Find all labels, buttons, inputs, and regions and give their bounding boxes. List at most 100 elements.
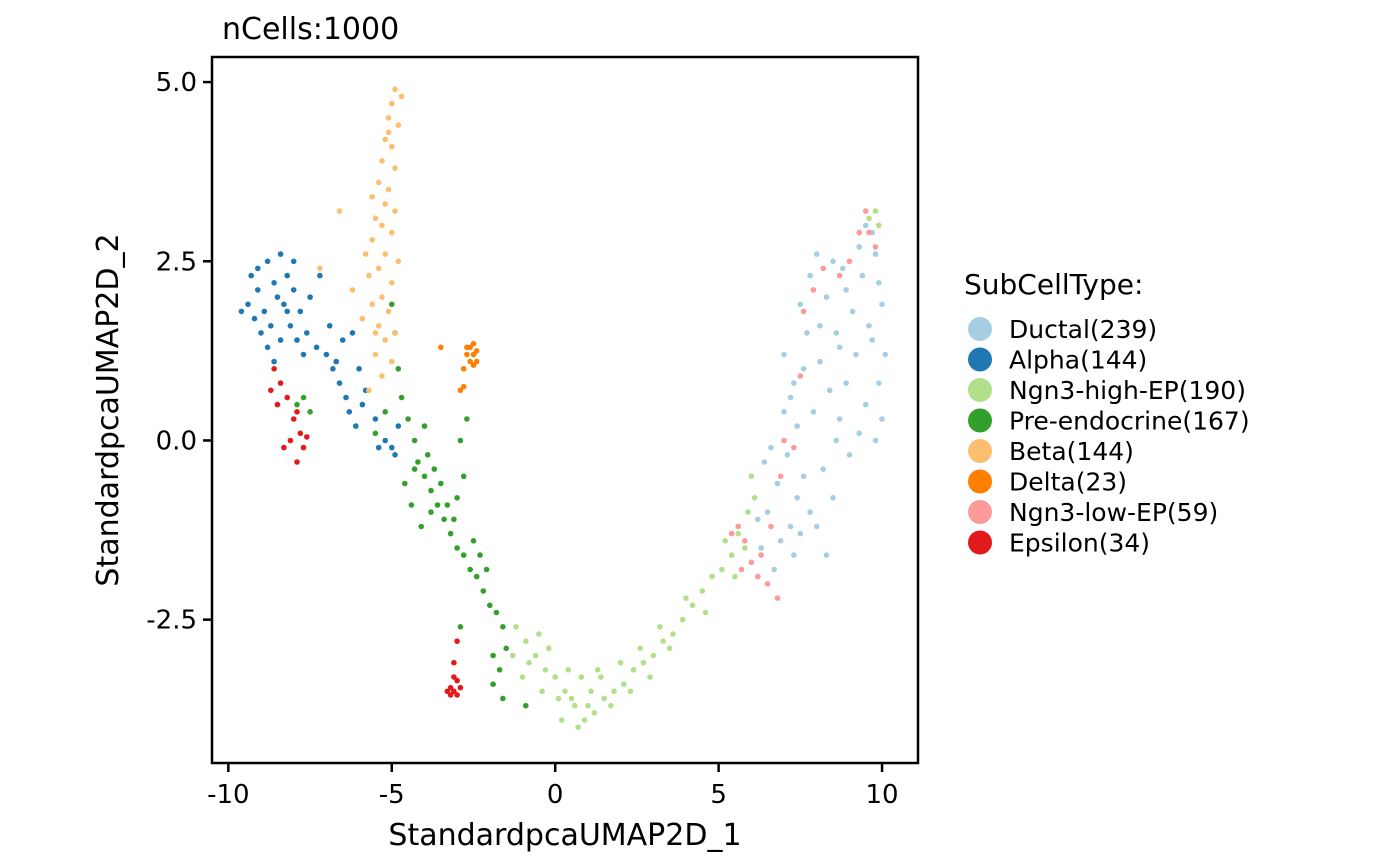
point-4-1	[389, 100, 395, 107]
point-2-56	[594, 667, 601, 673]
point-2-57	[536, 631, 542, 637]
point-4-26	[379, 373, 385, 379]
point-0-7	[862, 401, 869, 408]
point-2-0	[513, 624, 519, 630]
point-0-55	[787, 394, 794, 401]
point-0-45	[833, 437, 840, 444]
point-2-37	[647, 674, 653, 680]
point-5-5	[470, 362, 477, 369]
x-tick-label-1: -5	[379, 780, 405, 810]
legend-swatch-3	[968, 408, 992, 433]
point-2-53	[872, 208, 879, 214]
legend-swatch-2	[968, 378, 992, 402]
point-2-42	[565, 667, 572, 673]
point-3-2	[395, 366, 402, 372]
point-0-5	[882, 351, 889, 358]
point-2-44	[585, 702, 591, 709]
legend-swatch-4	[968, 439, 992, 463]
point-2-16	[670, 631, 676, 637]
point-3-13	[460, 552, 467, 558]
point-0-47	[849, 308, 856, 315]
point-3-48	[457, 624, 464, 630]
point-4-4	[382, 136, 389, 143]
point-4-19	[379, 294, 385, 300]
point-2-46	[509, 652, 516, 659]
point-4-28	[336, 208, 343, 214]
point-1-13	[297, 308, 304, 315]
point-2-13	[640, 659, 647, 666]
point-7-12	[451, 688, 457, 695]
point-0-51	[862, 222, 869, 229]
legend-label-2: Ngn3-high-EP(190)	[1009, 376, 1246, 405]
point-6-4	[820, 265, 826, 272]
point-3-11	[447, 530, 454, 537]
point-7-9	[294, 409, 300, 415]
point-3-35	[457, 437, 464, 444]
x-tick-label-0: -10	[207, 780, 249, 810]
point-0-54	[800, 366, 807, 372]
point-4-21	[385, 308, 392, 315]
point-1-25	[343, 394, 349, 401]
point-3-40	[477, 552, 483, 558]
point-3-10	[441, 516, 447, 523]
point-1-33	[372, 416, 379, 422]
point-1-15	[258, 330, 264, 336]
point-0-13	[853, 351, 859, 358]
point-0-25	[781, 351, 787, 358]
point-6-5	[810, 287, 817, 293]
point-2-9	[601, 695, 607, 702]
point-2-38	[657, 624, 663, 630]
legend-label-5: Delta(23)	[1009, 468, 1127, 497]
point-6-17	[755, 573, 761, 580]
point-4-37	[362, 251, 369, 257]
x-axis: -10 -5 0 5 10	[207, 763, 899, 810]
point-6-1	[856, 229, 862, 236]
point-4-24	[372, 351, 379, 358]
point-2-33	[608, 702, 614, 709]
point-2-11	[621, 681, 627, 687]
point-2-34	[617, 659, 624, 666]
point-0-58	[872, 437, 879, 444]
point-5-2	[467, 358, 474, 365]
point-3-24	[523, 702, 529, 709]
point-0-12	[843, 380, 849, 386]
point-3-22	[490, 681, 496, 687]
points-layer	[238, 86, 889, 730]
point-3-21	[496, 667, 503, 673]
point-1-40	[317, 272, 323, 279]
point-4-30	[349, 287, 356, 293]
point-0-37	[813, 523, 820, 530]
point-6-9	[791, 444, 797, 451]
point-2-28	[558, 717, 565, 723]
point-3-30	[424, 452, 431, 458]
point-2-25	[751, 495, 758, 501]
point-0-56	[755, 516, 761, 523]
point-3-46	[300, 394, 307, 401]
point-1-12	[290, 287, 297, 293]
y-tick-label-1: 0.0	[156, 426, 197, 456]
point-3-43	[421, 423, 428, 429]
point-2-22	[728, 552, 735, 558]
point-6-20	[781, 437, 787, 444]
point-0-42	[764, 509, 771, 515]
point-3-5	[411, 437, 418, 444]
point-5-11	[460, 383, 467, 390]
point-2-40	[545, 645, 552, 652]
point-0-18	[807, 272, 813, 279]
point-1-46	[359, 401, 366, 408]
point-0-15	[823, 294, 830, 300]
point-2-32	[598, 674, 604, 680]
x-axis-title: StandardpcaUMAP2D_1	[388, 818, 741, 853]
point-1-39	[238, 308, 245, 315]
point-3-7	[421, 473, 428, 480]
point-7-2	[284, 394, 291, 401]
y-tick-label-2: 2.5	[156, 247, 197, 277]
point-3-39	[470, 538, 477, 544]
legend-swatch-1	[968, 347, 992, 372]
point-3-27	[402, 480, 408, 487]
point-0-27	[784, 452, 791, 458]
point-2-3	[542, 667, 549, 673]
point-1-45	[326, 323, 333, 329]
point-5-7	[473, 358, 480, 365]
